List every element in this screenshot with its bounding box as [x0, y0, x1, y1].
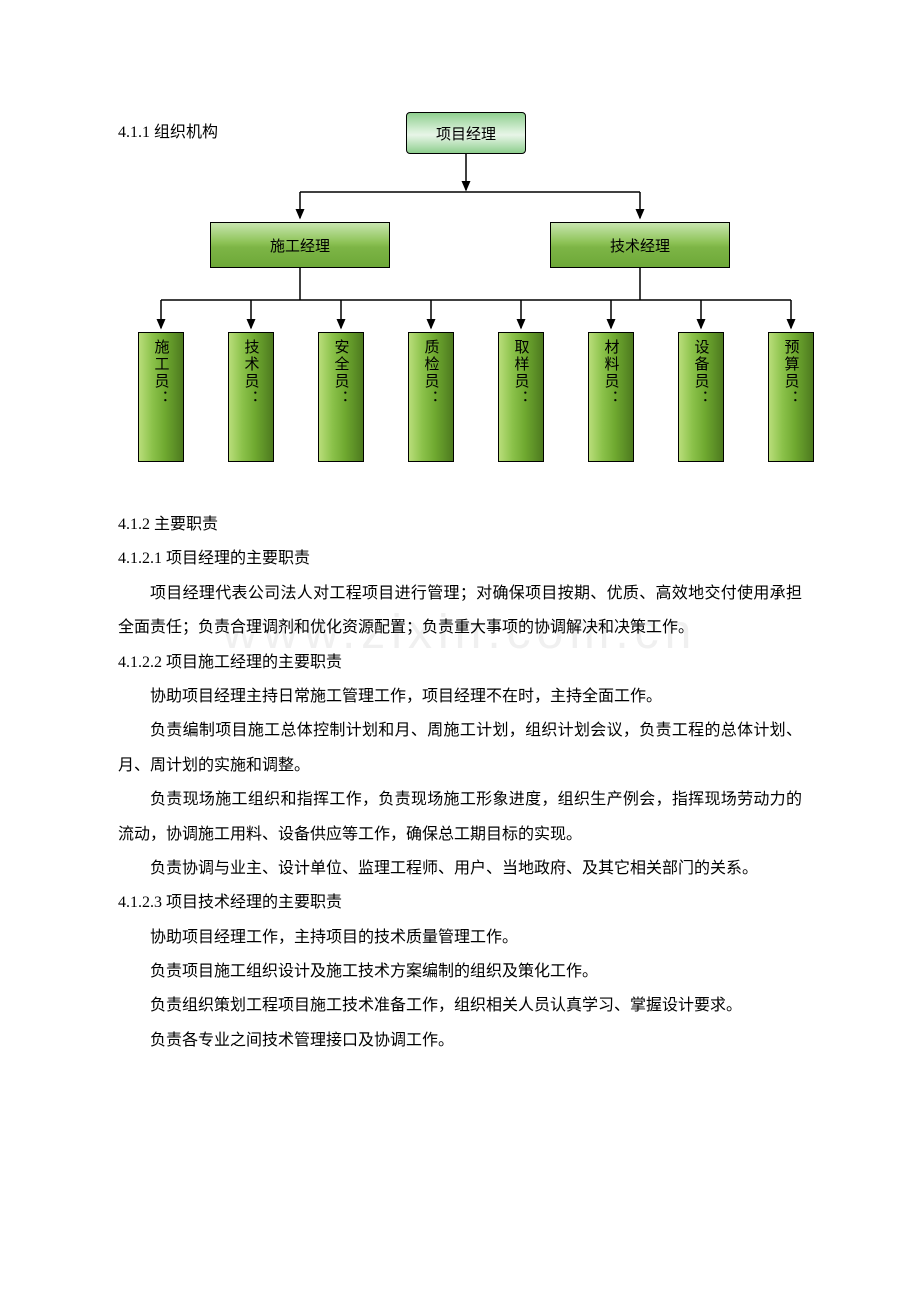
org-leaf-2: 安全员：	[318, 332, 364, 462]
org-node-label: 施工员：	[151, 339, 172, 407]
heading-4121: 4.1.2.1 项目经理的主要职责	[118, 542, 802, 576]
org-leaf-7: 预算员：	[768, 332, 814, 462]
org-node-label: 设备员：	[691, 339, 712, 407]
paragraph: 项目经理代表公司法人对工程项目进行管理；对确保项目按期、优质、高效地交付使用承担…	[118, 577, 802, 646]
org-chart: 4.1.1 组织机构	[118, 108, 818, 478]
org-node-tech-mgr: 技术经理	[550, 222, 730, 268]
paragraph: 负责各专业之间技术管理接口及协调工作。	[118, 1024, 802, 1058]
org-node-label: 技术经理	[610, 235, 670, 256]
org-node-label: 技术员：	[241, 339, 262, 407]
org-leaf-3: 质检员：	[408, 332, 454, 462]
paragraph: 协助项目经理主持日常施工管理工作，项目经理不在时，主持全面工作。	[118, 680, 802, 714]
paragraph: 负责现场施工组织和指挥工作，负责现场施工形象进度，组织生产例会，指挥现场劳动力的…	[118, 783, 802, 852]
org-leaf-1: 技术员：	[228, 332, 274, 462]
org-node-label: 材料员：	[601, 339, 622, 407]
org-leaf-5: 材料员：	[588, 332, 634, 462]
org-leaf-6: 设备员：	[678, 332, 724, 462]
heading-412: 4.1.2 主要职责	[118, 508, 802, 542]
paragraph: 负责协调与业主、设计单位、监理工程师、用户、当地政府、及其它相关部门的关系。	[118, 852, 802, 886]
org-node-label: 安全员：	[331, 339, 352, 407]
document-body: 4.1.2 主要职责 4.1.2.1 项目经理的主要职责 项目经理代表公司法人对…	[118, 508, 802, 1058]
heading-4123: 4.1.2.3 项目技术经理的主要职责	[118, 886, 802, 920]
org-node-label: 预算员：	[781, 339, 802, 407]
org-node-construction-mgr: 施工经理	[210, 222, 390, 268]
heading-4122: 4.1.2.2 项目施工经理的主要职责	[118, 646, 802, 680]
paragraph: 负责组织策划工程项目施工技术准备工作，组织相关人员认真学习、掌握设计要求。	[118, 989, 802, 1023]
org-leaf-4: 取样员：	[498, 332, 544, 462]
paragraph: 负责编制项目施工总体控制计划和月、周施工计划，组织计划会议，负责工程的总体计划、…	[118, 714, 802, 783]
org-node-pm: 项目经理	[406, 112, 526, 154]
paragraph: 负责项目施工组织设计及施工技术方案编制的组织及策化工作。	[118, 955, 802, 989]
org-leaf-0: 施工员：	[138, 332, 184, 462]
org-node-label: 质检员：	[421, 339, 442, 407]
paragraph: 协助项目经理工作，主持项目的技术质量管理工作。	[118, 921, 802, 955]
org-node-label: 项目经理	[436, 123, 496, 144]
org-node-label: 施工经理	[270, 235, 330, 256]
org-node-label: 取样员：	[511, 339, 532, 407]
